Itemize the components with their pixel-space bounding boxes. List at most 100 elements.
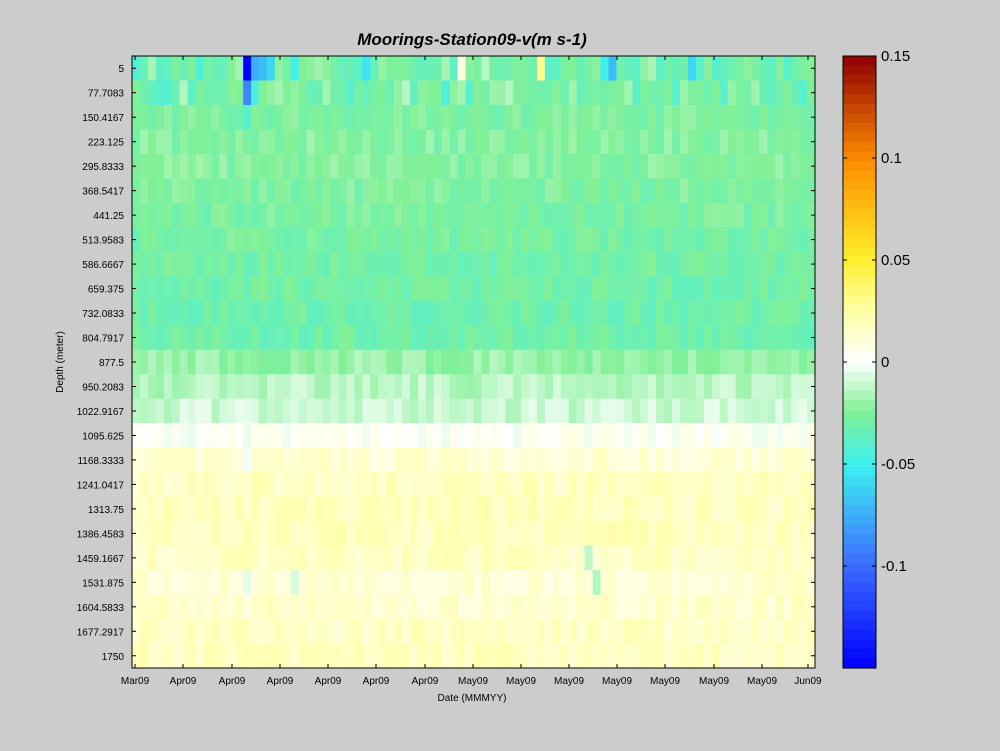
- heatmap-cell: [695, 496, 705, 522]
- heatmap-cell: [513, 325, 522, 351]
- heatmap-cell: [497, 570, 506, 596]
- heatmap-cell: [274, 80, 284, 106]
- heatmap-cell: [306, 619, 316, 645]
- heatmap-cell: [600, 447, 610, 473]
- heatmap-cell: [402, 472, 411, 498]
- heatmap-cell: [290, 545, 300, 571]
- heatmap-cell: [370, 56, 379, 82]
- heatmap-cell: [664, 594, 673, 620]
- heatmap-cell: [243, 398, 252, 424]
- heatmap-cell: [656, 202, 665, 228]
- heatmap-cell: [465, 472, 475, 498]
- heatmap-cell: [417, 153, 427, 179]
- y-tick-label: 950.2083: [82, 382, 124, 393]
- heatmap-cell: [386, 398, 395, 424]
- heatmap-cell: [719, 276, 729, 302]
- heatmap-cell: [735, 521, 745, 547]
- heatmap-cell: [243, 276, 252, 302]
- heatmap-cell: [306, 227, 316, 253]
- heatmap-cell: [354, 496, 363, 522]
- heatmap-cell: [195, 496, 205, 522]
- heatmap-cell: [417, 398, 427, 424]
- heatmap-cell: [505, 325, 514, 351]
- heatmap-cell: [163, 496, 173, 522]
- heatmap-cell: [679, 251, 689, 277]
- heatmap-cell: [695, 56, 705, 82]
- heatmap-cell: [290, 643, 300, 669]
- heatmap-cell: [775, 521, 784, 547]
- heatmap-cell: [799, 129, 808, 155]
- heatmap-cell: [481, 56, 490, 82]
- heatmap-cell: [211, 80, 220, 106]
- heatmap-cell: [354, 594, 363, 620]
- heatmap-cell: [560, 129, 570, 155]
- heatmap-cell: [219, 472, 228, 498]
- heatmap-cell: [409, 56, 419, 82]
- heatmap-cell: [378, 104, 387, 131]
- heatmap-cell: [433, 472, 443, 498]
- heatmap-cell: [529, 594, 538, 620]
- heatmap-cell: [632, 545, 641, 571]
- heatmap-cell: [711, 202, 721, 228]
- heatmap-cell: [791, 56, 800, 82]
- heatmap-cell: [338, 619, 348, 645]
- colorbar-segment: [843, 333, 876, 344]
- heatmap-cell: [481, 472, 490, 498]
- heatmap-cell: [632, 56, 641, 82]
- heatmap-cell: [187, 202, 197, 228]
- y-tick-label: 5: [118, 64, 124, 75]
- heatmap-cell: [608, 251, 618, 277]
- heatmap-cell: [727, 300, 737, 326]
- heatmap-cell: [147, 472, 157, 498]
- heatmap-cell: [187, 619, 197, 645]
- heatmap-cell: [322, 129, 332, 155]
- heatmap-cell: [648, 178, 657, 204]
- heatmap-cell: [719, 56, 729, 82]
- heatmap-cell: [727, 398, 737, 424]
- heatmap-cell: [370, 545, 379, 571]
- heatmap-cell: [600, 374, 610, 400]
- heatmap-cell: [473, 594, 483, 620]
- heatmap-cell: [544, 300, 554, 326]
- heatmap-cell: [378, 80, 387, 106]
- heatmap-cell: [155, 129, 165, 155]
- heatmap-cell: [775, 153, 784, 179]
- heatmap-cell: [449, 594, 459, 620]
- heatmap-cell: [799, 374, 808, 400]
- colorbar-segment: [843, 314, 876, 325]
- heatmap-cell: [219, 153, 228, 179]
- heatmap-cell: [155, 398, 165, 424]
- heatmap-cell: [664, 374, 673, 400]
- heatmap-cell: [584, 276, 594, 302]
- heatmap-cell: [354, 423, 363, 449]
- heatmap-cell: [314, 178, 324, 204]
- heatmap-cell: [600, 472, 610, 498]
- heatmap-cell: [767, 129, 776, 155]
- heatmap-cell: [711, 521, 721, 547]
- heatmap-cell: [616, 472, 625, 498]
- heatmap-cell: [267, 594, 276, 620]
- y-tick-label: 1677.2917: [77, 627, 125, 638]
- heatmap-cell: [481, 129, 490, 155]
- heatmap-cell: [719, 227, 729, 253]
- heatmap-cell: [282, 496, 292, 522]
- heatmap-cell: [171, 521, 181, 547]
- heatmap-cell: [306, 423, 316, 449]
- heatmap-cell: [695, 153, 705, 179]
- heatmap-cell: [521, 300, 530, 326]
- heatmap-cell: [695, 349, 705, 375]
- heatmap-cell: [648, 594, 657, 620]
- heatmap-cell: [759, 570, 768, 596]
- heatmap-cell: [505, 300, 514, 326]
- heatmap-cell: [481, 251, 490, 277]
- heatmap-cell: [743, 374, 753, 400]
- heatmap-cell: [616, 300, 625, 326]
- heatmap-cell: [449, 104, 459, 131]
- heatmap-cell: [409, 251, 419, 277]
- heatmap-cell: [195, 619, 205, 645]
- heatmap-cell: [679, 619, 689, 645]
- heatmap-cell: [417, 447, 427, 473]
- heatmap-cell: [791, 545, 800, 571]
- heatmap-cell: [457, 227, 467, 253]
- heatmap-cell: [163, 227, 173, 253]
